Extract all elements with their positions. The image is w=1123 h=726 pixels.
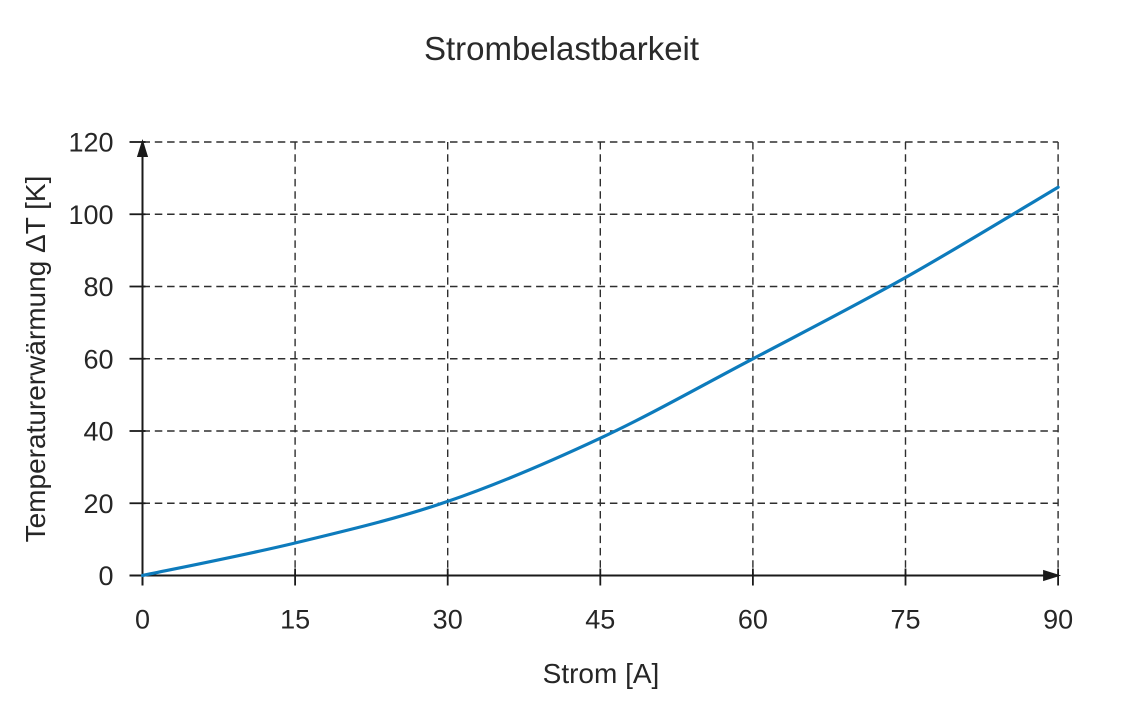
y-tick-label: 60 bbox=[83, 344, 113, 374]
y-tick-label: 100 bbox=[68, 200, 113, 230]
x-axis-label: Strom [A] bbox=[542, 658, 660, 689]
y-axis-arrow bbox=[136, 139, 149, 157]
x-tick-label: 15 bbox=[280, 605, 310, 635]
x-tick-label: 45 bbox=[585, 605, 615, 635]
y-tick-label: 20 bbox=[83, 489, 113, 519]
series-line bbox=[140, 185, 1060, 578]
x-axis-arrow bbox=[1043, 569, 1062, 582]
y-tick-label: 0 bbox=[98, 561, 113, 591]
y-tick-label: 80 bbox=[83, 272, 113, 302]
y-tick-label: 120 bbox=[68, 128, 113, 158]
x-tick-label: 60 bbox=[738, 605, 768, 635]
chart-title: Strombelastbarkeit bbox=[423, 30, 700, 67]
y-tick-label: 40 bbox=[83, 417, 113, 447]
x-tick-label: 90 bbox=[1043, 605, 1073, 635]
x-tick-label: 75 bbox=[890, 605, 920, 635]
x-tick-label: 0 bbox=[135, 605, 150, 635]
x-tick-label: 30 bbox=[433, 605, 463, 635]
